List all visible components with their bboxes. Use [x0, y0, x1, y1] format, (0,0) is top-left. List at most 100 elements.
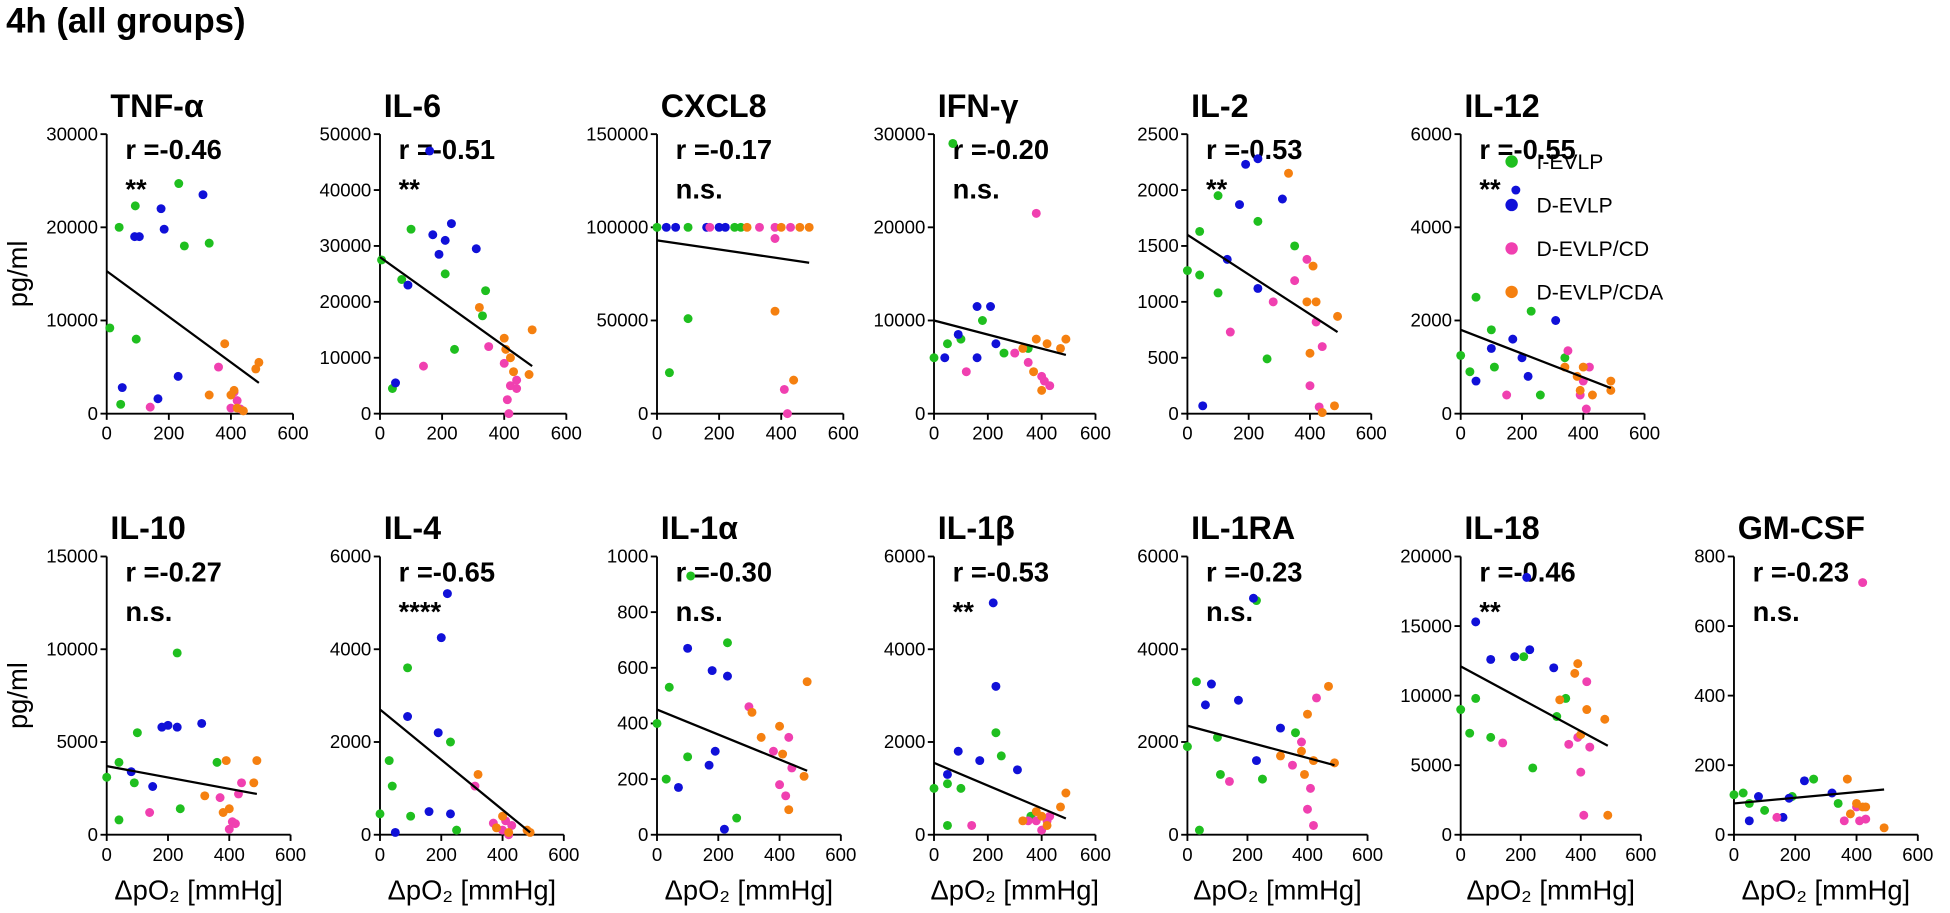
data-point: [1772, 812, 1782, 822]
data-point: [229, 385, 239, 395]
data-point: [215, 793, 225, 803]
data-point: [1308, 261, 1318, 271]
data-point: [1200, 700, 1210, 710]
data-point: [1333, 311, 1343, 321]
x-tick-label: 200: [1233, 423, 1264, 444]
data-point: [1486, 325, 1496, 335]
figure-title: 4h (all groups): [6, 2, 246, 40]
data-point: [505, 353, 515, 363]
data-point: [1182, 742, 1192, 752]
x-tick-label: 0: [102, 844, 112, 865]
data-point: [1585, 742, 1595, 752]
data-point: [419, 361, 428, 371]
data-point: [440, 235, 450, 245]
data-point: [1288, 760, 1297, 770]
data-point: [1317, 408, 1327, 417]
x-axis-label: ΔpO₂ [mmHg]: [1193, 874, 1361, 905]
data-point: [704, 760, 714, 770]
panel-title: IL-10: [110, 510, 185, 546]
data-point: [1833, 798, 1843, 808]
data-point: [1760, 805, 1770, 815]
data-point: [768, 746, 778, 756]
data-point: [1465, 728, 1475, 738]
data-point: [784, 805, 794, 815]
y-tick-label: 0: [1168, 824, 1178, 845]
y-tick-label: 0: [915, 824, 925, 845]
significance-label: **: [125, 174, 147, 205]
x-tick-label: 0: [375, 423, 385, 444]
y-tick-label: 2000: [1411, 310, 1452, 331]
data-point: [1213, 288, 1223, 298]
data-point: [975, 756, 985, 766]
data-point: [1471, 617, 1481, 627]
x-tick-label: 600: [828, 423, 859, 444]
x-tick-label: 600: [1080, 844, 1111, 865]
x-tick-label: 600: [275, 844, 306, 865]
data-point: [440, 269, 450, 279]
y-tick-label: 15000: [1400, 615, 1452, 636]
data-point: [156, 204, 166, 214]
data-point: [683, 314, 693, 324]
y-tick-label: 150000: [586, 123, 648, 144]
data-point: [403, 663, 413, 673]
data-point: [1603, 810, 1613, 820]
data-point: [1029, 367, 1039, 377]
panel-title: TNF-α: [110, 88, 203, 124]
data-point: [782, 409, 792, 419]
y-tick-label: 50000: [597, 310, 649, 331]
y-tick-label: 5000: [1411, 754, 1452, 775]
data-point: [504, 827, 514, 837]
data-point: [1012, 765, 1022, 775]
data-point: [502, 395, 512, 405]
data-point: [1206, 679, 1216, 689]
x-tick-label: 600: [1625, 844, 1656, 865]
significance-label: n.s.: [1753, 596, 1800, 627]
data-point: [1573, 659, 1583, 669]
y-tick-label: 5000: [57, 731, 98, 752]
y-tick-label: 600: [1694, 615, 1725, 636]
data-point: [474, 302, 484, 312]
x-axis-label: ΔpO₂ [mmHg]: [1467, 874, 1635, 905]
data-point: [1486, 732, 1496, 742]
x-tick-label: 400: [1026, 423, 1057, 444]
data-point: [452, 825, 462, 835]
data-point: [1257, 774, 1267, 784]
data-point: [1570, 668, 1580, 678]
x-tick-label: 600: [1356, 423, 1387, 444]
y-tick-label: 2000: [1137, 731, 1178, 752]
correlation-label: r =-0.46: [1479, 556, 1575, 587]
data-point: [175, 804, 185, 814]
x-tick-label: 0: [929, 844, 939, 865]
y-tick-label: 4000: [330, 638, 371, 659]
data-point: [114, 222, 124, 232]
data-point: [406, 811, 416, 821]
x-tick-label: 0: [1182, 423, 1192, 444]
data-point: [948, 138, 958, 148]
data-point: [512, 384, 522, 393]
data-point: [148, 782, 158, 791]
correlation-label: r =-0.20: [953, 134, 1049, 165]
data-point: [509, 367, 519, 377]
regression-line: [656, 708, 808, 772]
x-tick-label: 600: [278, 423, 309, 444]
significance-label: **: [953, 596, 975, 627]
x-tick-label: 200: [972, 423, 1003, 444]
data-point: [1037, 811, 1047, 821]
data-point: [1297, 737, 1306, 747]
data-point: [1471, 693, 1481, 703]
data-point: [172, 722, 182, 732]
y-tick-label: 15000: [46, 546, 98, 567]
data-point: [224, 804, 234, 814]
data-point: [929, 783, 939, 793]
data-point: [942, 769, 952, 779]
data-point: [1248, 593, 1258, 603]
x-tick-label: 400: [1565, 844, 1596, 865]
data-point: [1519, 652, 1529, 662]
data-point: [1471, 376, 1481, 386]
data-point: [1268, 297, 1278, 307]
data-point: [436, 633, 446, 643]
data-point: [756, 732, 766, 742]
x-tick-label: 200: [152, 844, 183, 865]
regression-line: [1186, 233, 1339, 333]
data-point: [1253, 283, 1263, 293]
